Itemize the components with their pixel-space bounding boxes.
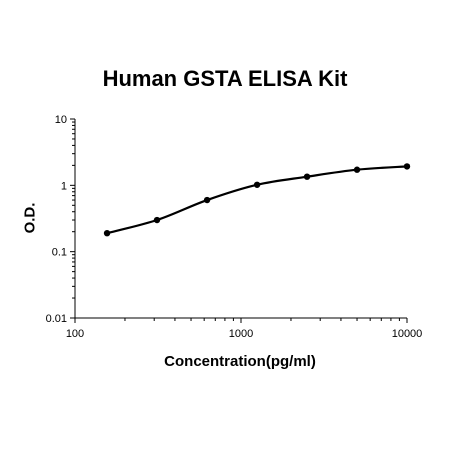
fit-curve <box>106 165 408 235</box>
data-point <box>403 163 411 170</box>
data-point <box>253 181 261 188</box>
x-tick-label: 1000 <box>229 328 253 340</box>
y-tick-label: 10 <box>55 114 67 126</box>
data-points <box>103 163 411 237</box>
data-point <box>353 166 361 173</box>
data-point <box>153 216 161 224</box>
data-point <box>103 229 111 237</box>
tick-marks <box>70 118 408 323</box>
x-axis-label: Concentration(pg/ml) <box>164 353 316 370</box>
axes <box>74 119 407 319</box>
data-point <box>303 173 311 180</box>
x-tick-label: 10000 <box>392 328 423 340</box>
data-point <box>203 196 211 204</box>
x-tick-label: 100 <box>66 328 84 340</box>
y-axis-label: O.D. <box>21 202 39 234</box>
y-tick-label: 1 <box>61 180 67 192</box>
y-tick-label: 0.1 <box>52 247 67 259</box>
y-tick-label: 0.01 <box>46 313 67 325</box>
chart-title: Human GSTA ELISA Kit <box>102 66 348 91</box>
tick-labels: 100 1000 10000 0.01 0.1 1 10 <box>46 114 423 340</box>
